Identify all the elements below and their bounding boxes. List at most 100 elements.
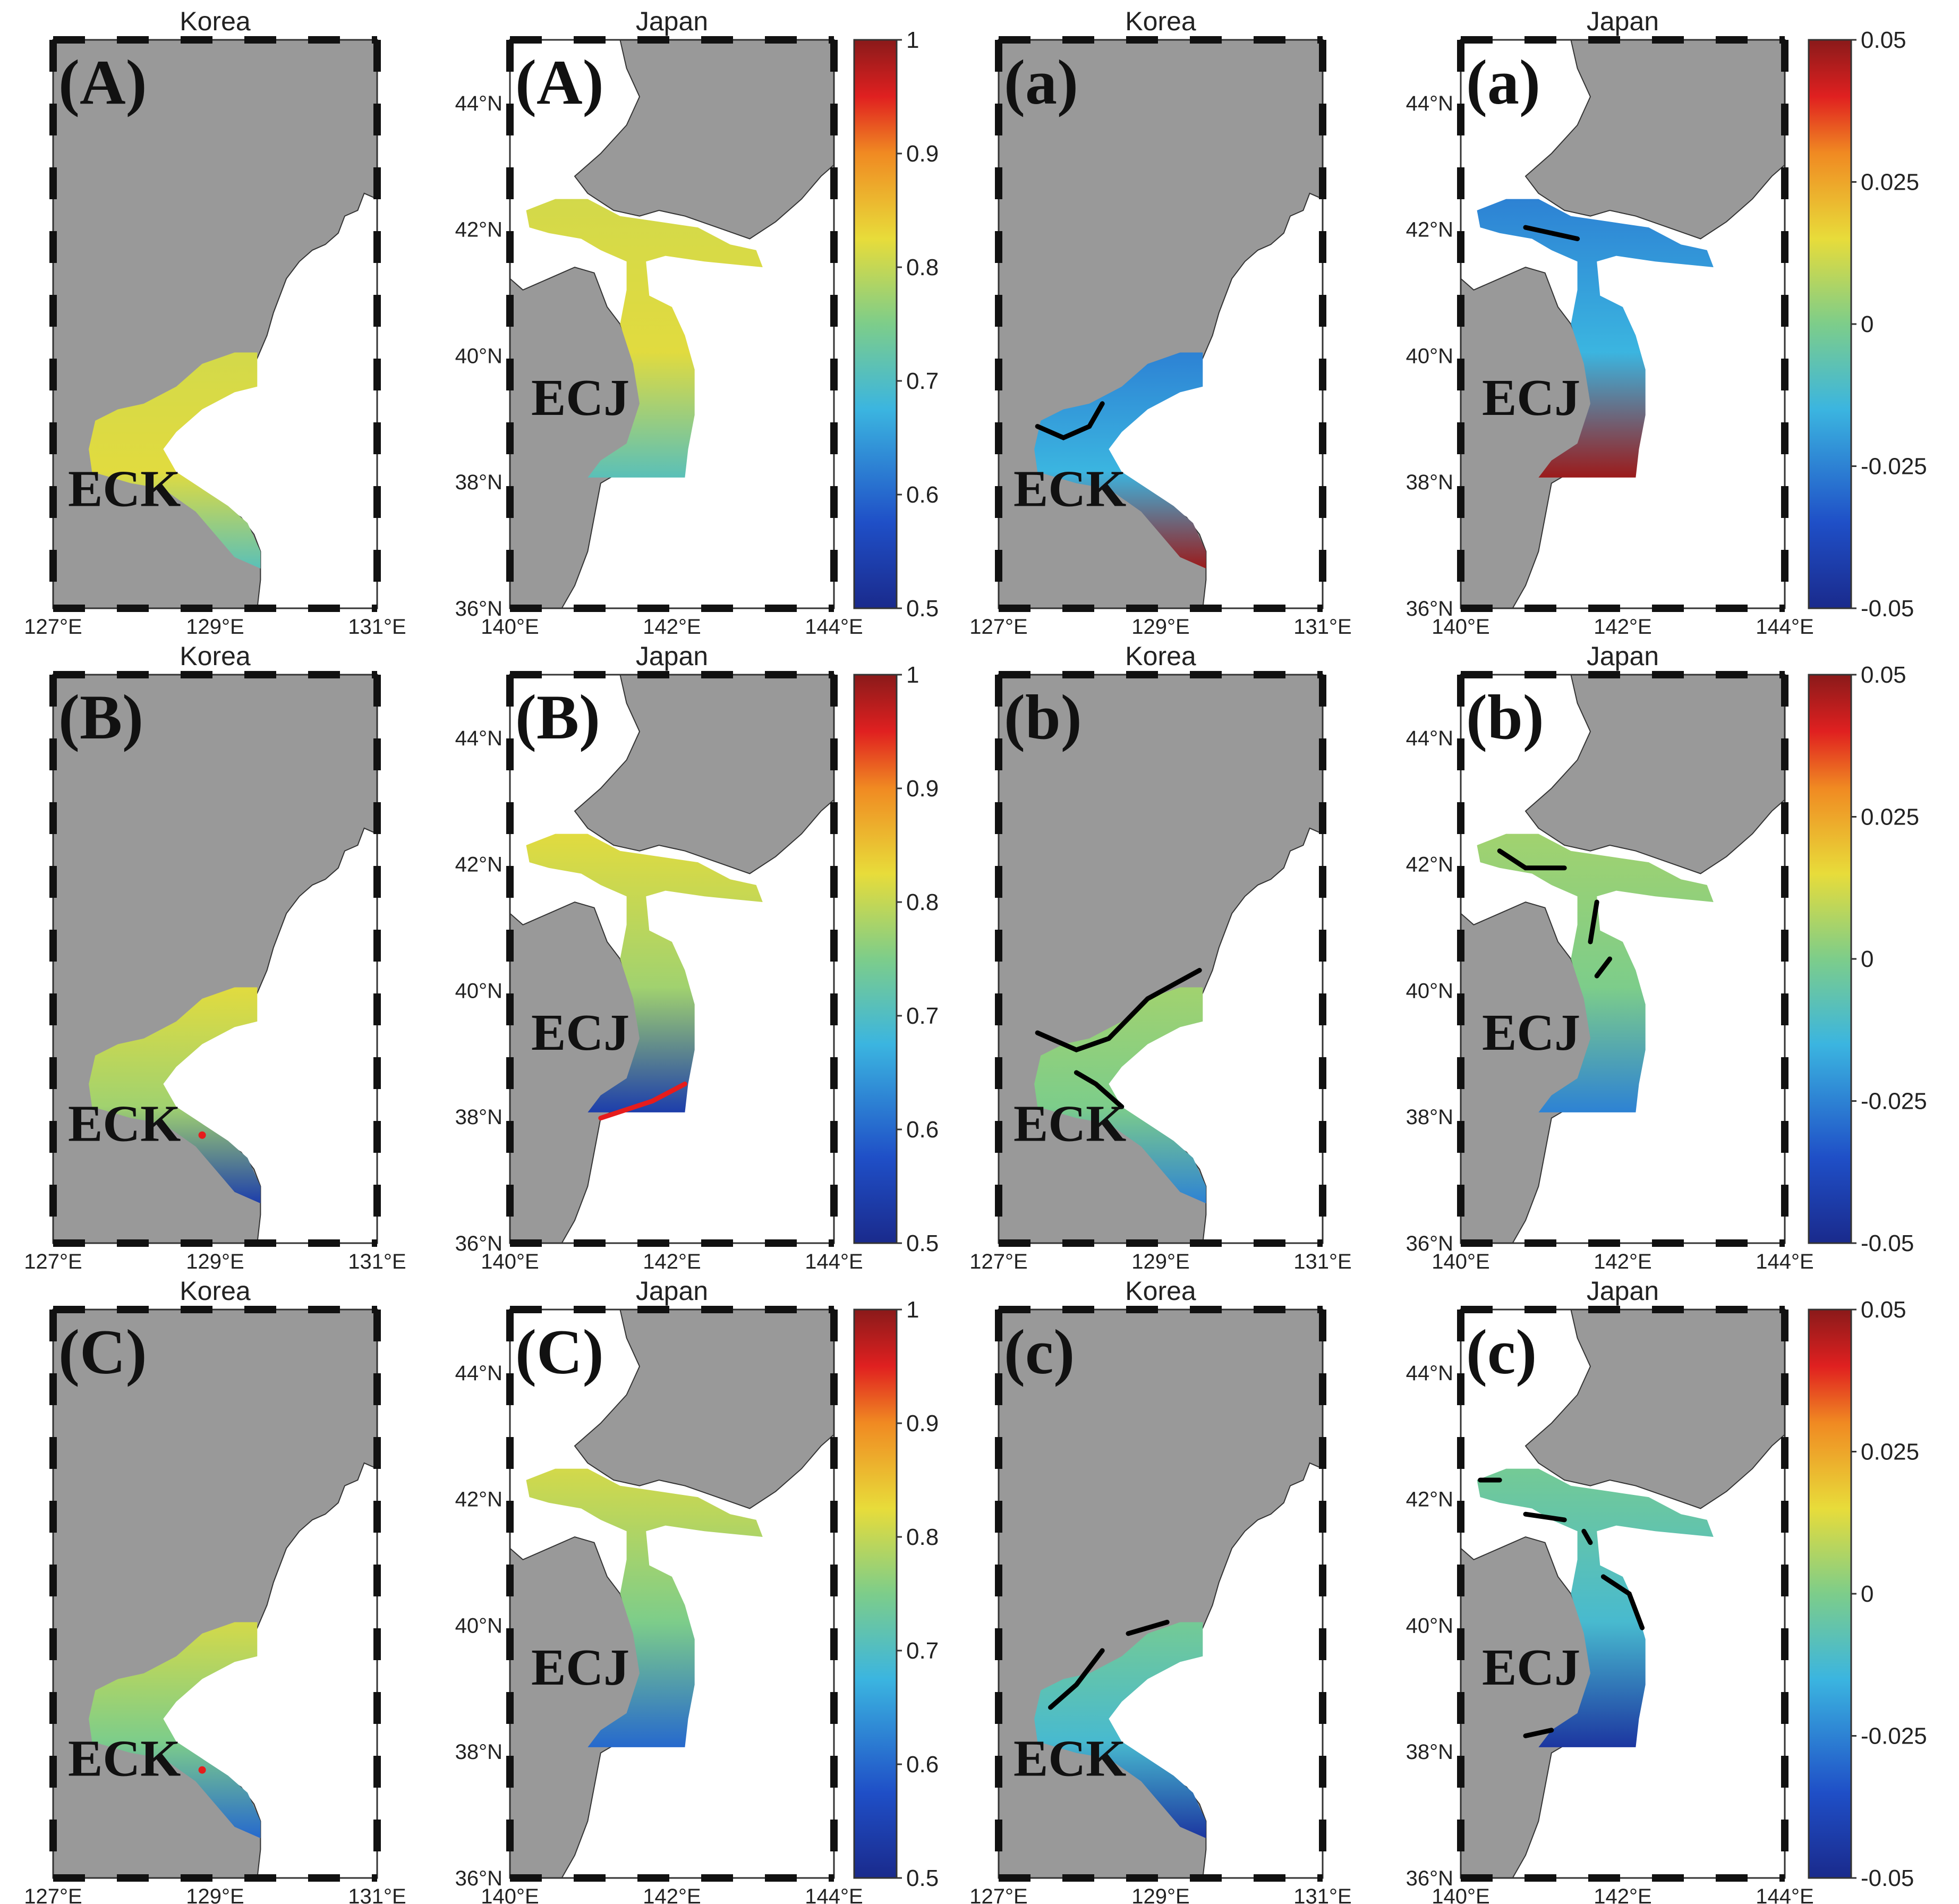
land-mass-hokkaido	[574, 39, 834, 240]
colorbar-tick-label: 0.8	[906, 1524, 939, 1550]
coastal-field	[526, 199, 763, 478]
y-tick-label: 42°N	[1406, 853, 1453, 877]
y-tick-label: 36°N	[1406, 1232, 1453, 1255]
colorbar: 0.05 0.025 0 -0.025 -0.05	[1808, 27, 1927, 622]
panel-letter: (A)	[58, 47, 147, 117]
coastal-field	[89, 352, 261, 569]
y-tick-label: 38°N	[455, 471, 502, 494]
colorbar-tick-label: 0.9	[906, 776, 939, 802]
colorbar-tick-label: 0.5	[906, 1230, 939, 1256]
panel-letter: (c)	[1004, 1316, 1075, 1387]
contour-line	[1581, 1528, 1593, 1545]
map-panel-c-japan: Japan (c) ECJ 140°E 142°E 144°E 36°N 38°N 40°N 42…	[1406, 1276, 1927, 1904]
map-panel-A-korea: Korea (A) ECK 127°E 129°E 131°E	[24, 6, 406, 639]
y-tick-label: 40°N	[1406, 1614, 1453, 1637]
x-tick-label: 131°E	[348, 615, 406, 639]
coastal-field	[1034, 352, 1206, 569]
x-tick-label: 129°E	[1131, 615, 1189, 639]
colorbar-tick-label: -0.025	[1861, 454, 1927, 480]
region-label: ECJ	[531, 1004, 629, 1061]
coastal-field	[526, 834, 763, 1112]
y-tick-label: 42°N	[455, 1488, 502, 1511]
coastal-field	[1477, 1468, 1714, 1747]
colorbar-tick-label: 0.9	[906, 141, 939, 167]
contour-line	[1497, 848, 1567, 871]
panel-title: Korea	[1125, 6, 1196, 36]
colorbar: 1 0.9 0.8 0.7 0.6 0.5	[853, 1297, 939, 1891]
y-tick-label: 44°N	[1406, 1362, 1453, 1385]
y-tick-label: 44°N	[1406, 92, 1453, 115]
colorbar: 1 0.9 0.8 0.7 0.6 0.5	[853, 662, 939, 1256]
panel-letter: (c)	[1466, 1316, 1537, 1387]
x-tick-label: 142°E	[1594, 1885, 1651, 1904]
x-tick-label: 140°E	[1432, 615, 1489, 639]
colorbar-tick-label: 0	[1861, 946, 1873, 972]
panel-letter: (b)	[1466, 682, 1544, 752]
x-tick-label: 140°E	[481, 1885, 539, 1904]
panel-letter: (C)	[58, 1316, 147, 1387]
colorbar-tick-label: 0.05	[1861, 27, 1906, 53]
contour-line	[1035, 401, 1105, 440]
colorbar-tick-label: 0.7	[906, 1003, 939, 1029]
y-tick-label: 44°N	[455, 1362, 502, 1385]
x-tick-label: 140°E	[481, 615, 539, 639]
colorbar-tick-label: 0.05	[1861, 662, 1906, 688]
colorbar-tick-label: -0.025	[1861, 1723, 1927, 1749]
map-panel-B-japan: Japan (B) ECJ 140°E 142°E 144°E 36°N 38°N 40°N 42…	[455, 641, 939, 1273]
y-tick-label: 40°N	[1406, 979, 1453, 1002]
region-label: ECK	[68, 1095, 181, 1152]
colorbar-tick-label: 0.8	[906, 254, 939, 280]
colorbar-tick-label: -0.025	[1861, 1089, 1927, 1115]
x-tick-label: 140°E	[481, 1250, 539, 1273]
x-tick-label: 144°E	[805, 615, 863, 639]
panel-title: Korea	[1125, 1276, 1196, 1306]
map-panel-C-japan: Japan (C) ECJ 140°E 142°E 144°E 36°N 38°N 40°N 42…	[455, 1276, 939, 1904]
contour-line-red	[598, 1081, 687, 1121]
land-mass-hokkaido	[1524, 674, 1785, 874]
panel-title: Korea	[180, 6, 251, 36]
y-tick-label: 38°N	[1406, 1106, 1453, 1129]
panel-letter: (C)	[515, 1316, 604, 1387]
colorbar-tick-label: -0.05	[1861, 1230, 1914, 1256]
y-tick-label: 36°N	[455, 1232, 502, 1255]
marker-dot	[198, 1766, 206, 1774]
colorbar: 1 0.9 0.8 0.7 0.6 0.5	[853, 27, 939, 622]
y-tick-label: 40°N	[455, 1614, 502, 1637]
panel-title: Japan	[636, 641, 708, 671]
panel-title: Japan	[1587, 6, 1659, 36]
x-tick-label: 140°E	[1432, 1885, 1489, 1904]
y-tick-label: 42°N	[455, 853, 502, 877]
colorbar-tick-label: -0.05	[1861, 1865, 1914, 1891]
y-tick-label: 44°N	[455, 727, 502, 750]
y-tick-label: 38°N	[1406, 471, 1453, 494]
x-tick-label: 142°E	[1594, 615, 1651, 639]
x-tick-label: 131°E	[348, 1885, 406, 1904]
coastal-field	[1477, 199, 1714, 478]
colorbar-tick-label: 0.9	[906, 1410, 939, 1436]
land-mass-hokkaido	[574, 674, 834, 874]
x-tick-label: 127°E	[24, 615, 82, 639]
contour-line	[1594, 956, 1613, 979]
colorbar-tick-label: 0	[1861, 311, 1873, 337]
map-panel-A-japan: Japan (A) ECJ 140°E 142°E 144°E 36°N 38°N 40°N 42…	[455, 6, 939, 639]
map-panel-b-japan: Japan (b) ECJ 140°E 142°E 144°E 36°N 38°N 40°N 42…	[1406, 641, 1927, 1273]
contour-line	[1588, 899, 1599, 945]
y-tick-label: 36°N	[1406, 1867, 1453, 1890]
panel-letter: (a)	[1466, 47, 1540, 117]
map-panel-b-korea: Korea (b) ECK 127°E 129°E 131°E	[969, 641, 1351, 1273]
x-tick-label: 140°E	[1432, 1250, 1489, 1273]
contour-line	[1126, 1620, 1170, 1636]
region-label: ECK	[68, 460, 181, 517]
region-label: ECJ	[1482, 1639, 1580, 1696]
panel-title: Japan	[1587, 1276, 1659, 1306]
contour-line	[1600, 1574, 1645, 1630]
coastal-field	[89, 1622, 261, 1839]
colorbar-tick-label: 0.6	[906, 1117, 939, 1143]
colorbar-tick-label: 0.6	[906, 482, 939, 508]
colorbar-tick-label: 0.5	[906, 1865, 939, 1891]
y-tick-label: 40°N	[1406, 344, 1453, 368]
coastal-field	[1034, 987, 1206, 1204]
y-tick-label: 44°N	[1406, 727, 1453, 750]
y-tick-label: 38°N	[455, 1106, 502, 1129]
region-label: ECJ	[1482, 1004, 1580, 1061]
